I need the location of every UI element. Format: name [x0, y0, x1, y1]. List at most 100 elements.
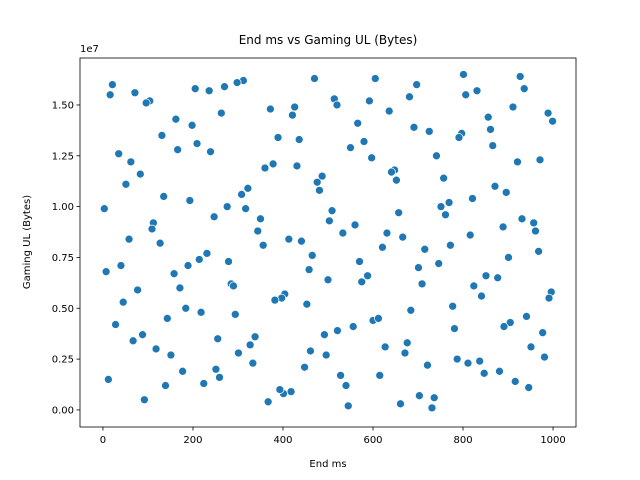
scatter-point — [427, 403, 437, 413]
scatter-point — [178, 366, 187, 376]
scatter-point — [400, 348, 410, 358]
scatter-point — [475, 356, 485, 366]
y-axis-label: Gaming UL (Bytes) — [22, 195, 33, 289]
scatter-point — [288, 110, 297, 120]
scatter-point — [286, 387, 296, 396]
scatter-point — [450, 324, 459, 333]
scatter-point — [101, 267, 111, 277]
scatter-point — [327, 206, 337, 216]
x-axis-label: End ms — [309, 459, 346, 470]
scatter-point — [423, 360, 432, 370]
scatter-point — [522, 312, 531, 321]
scatter-point — [439, 173, 449, 183]
scatter-point — [224, 257, 233, 266]
scatter-point — [535, 155, 545, 165]
scatter-point — [343, 401, 353, 411]
y-tick-label: 0.75 — [52, 253, 74, 264]
scatter-point — [513, 157, 522, 167]
scatter-point — [124, 234, 134, 244]
scatter-point — [463, 358, 473, 368]
scatter-point — [333, 326, 342, 335]
scatter-point — [300, 362, 309, 372]
scatter-point — [194, 255, 204, 264]
scatter-point — [241, 204, 250, 213]
scatter-point — [273, 133, 283, 142]
scatter-point — [151, 344, 161, 354]
scatter-point — [229, 281, 238, 291]
scatter-point — [420, 244, 430, 254]
scatter-point — [245, 340, 255, 350]
scatter-point — [483, 112, 493, 122]
scatter-point — [415, 391, 424, 401]
scatter-point — [436, 202, 446, 211]
plot-area — [99, 70, 557, 413]
y-offset-label: 1e7 — [80, 44, 99, 55]
scatter-point — [230, 310, 240, 319]
scatter-point — [448, 301, 458, 311]
scatter-point — [126, 157, 136, 167]
scatter-point — [336, 371, 345, 380]
scatter-point — [256, 214, 265, 224]
scatter-point — [355, 257, 364, 266]
scatter-point — [211, 364, 221, 374]
scatter-point — [392, 175, 401, 185]
scatter-point — [495, 366, 504, 376]
scatter-point — [192, 139, 202, 148]
scatter-point — [367, 153, 377, 163]
scatter-point — [237, 190, 246, 199]
scatter-point — [206, 147, 215, 157]
scatter-point — [548, 116, 557, 126]
scatter-point — [169, 269, 179, 279]
scatter-point — [531, 226, 540, 236]
x-tick-label: 400 — [273, 435, 292, 446]
scatter-point — [515, 72, 525, 81]
scatter-point — [346, 143, 355, 153]
x-tick-label: 800 — [453, 435, 472, 446]
scatter-point — [424, 127, 434, 136]
scatter-point — [477, 291, 486, 301]
scatter-point — [133, 285, 142, 295]
y-tick-label: 0.00 — [52, 405, 74, 416]
scatter-point — [320, 330, 329, 340]
y-tick-label: 1.25 — [52, 151, 74, 162]
scatter-point — [222, 202, 232, 211]
scatter-point — [499, 322, 509, 331]
scatter-point — [135, 169, 145, 179]
scatter-point — [490, 181, 500, 191]
scatter-point — [510, 377, 520, 386]
scatter-point — [544, 293, 554, 303]
scatter-point — [375, 371, 385, 380]
scatter-point — [294, 135, 304, 144]
scatter-point — [412, 80, 422, 89]
scatter-point — [540, 352, 549, 362]
scatter-point — [409, 122, 419, 132]
scatter-point — [543, 108, 553, 118]
scatter-point — [526, 342, 536, 352]
scatter-point — [441, 210, 450, 220]
scatter-point — [486, 125, 495, 134]
scatter-point — [332, 100, 342, 110]
scatter-point — [260, 163, 270, 173]
x-tick-label: 600 — [363, 435, 382, 446]
scatter-point — [469, 281, 479, 291]
scatter-point — [297, 236, 306, 246]
scatter-point — [321, 350, 331, 360]
scatter-point — [380, 342, 390, 352]
scatter-point — [108, 80, 117, 89]
scatter-point — [243, 183, 253, 193]
scatter-point — [263, 397, 273, 407]
scatter-point — [166, 350, 176, 360]
scatter-point — [250, 332, 260, 342]
scatter-point — [187, 120, 197, 130]
scatter-point — [524, 383, 534, 392]
scatter-point — [199, 379, 209, 388]
scatter-point — [157, 131, 167, 140]
scatter-point — [378, 242, 387, 252]
scatter-point — [472, 86, 482, 96]
y-tick-label: 1.00 — [52, 202, 74, 213]
scatter-point — [444, 198, 454, 207]
y-tick-label: 0.25 — [52, 355, 74, 366]
scatter-point — [141, 98, 151, 108]
